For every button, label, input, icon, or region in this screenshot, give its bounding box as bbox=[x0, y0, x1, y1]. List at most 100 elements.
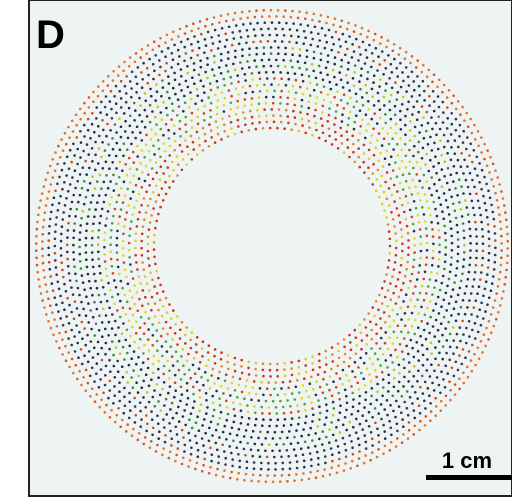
dot bbox=[62, 211, 65, 214]
dot bbox=[360, 372, 363, 375]
dot bbox=[370, 395, 373, 398]
dot bbox=[131, 434, 134, 437]
dot bbox=[168, 457, 171, 460]
dot bbox=[490, 289, 493, 292]
dot bbox=[353, 85, 356, 88]
dot bbox=[499, 304, 502, 307]
dot bbox=[376, 69, 379, 72]
dot bbox=[405, 166, 408, 169]
dot bbox=[86, 143, 89, 146]
dot bbox=[186, 72, 189, 75]
dot bbox=[73, 265, 76, 268]
dot bbox=[97, 236, 100, 239]
dot bbox=[293, 448, 296, 451]
dot bbox=[443, 146, 446, 149]
dot bbox=[346, 138, 349, 141]
dot bbox=[174, 381, 177, 384]
dot bbox=[375, 333, 378, 336]
dot bbox=[115, 131, 118, 134]
dot bbox=[398, 53, 401, 56]
dot bbox=[234, 69, 237, 72]
dot bbox=[389, 109, 392, 112]
dot bbox=[213, 55, 216, 58]
dot bbox=[257, 480, 260, 483]
dot bbox=[91, 388, 94, 391]
dot bbox=[449, 399, 452, 402]
dot bbox=[354, 329, 357, 332]
dot bbox=[69, 279, 72, 282]
dot bbox=[142, 62, 145, 65]
dot bbox=[481, 228, 484, 231]
dot bbox=[262, 418, 265, 421]
dot bbox=[111, 327, 114, 330]
dot bbox=[54, 238, 57, 241]
dot bbox=[398, 372, 401, 375]
dot bbox=[364, 62, 367, 65]
dot bbox=[174, 332, 177, 335]
dot bbox=[487, 266, 490, 269]
dot bbox=[104, 149, 107, 152]
dot bbox=[253, 467, 256, 470]
dot bbox=[279, 480, 282, 483]
dot bbox=[142, 361, 145, 364]
dot bbox=[469, 242, 472, 245]
dot bbox=[470, 313, 473, 316]
dot bbox=[200, 33, 203, 36]
dot bbox=[397, 390, 400, 393]
dot bbox=[43, 185, 46, 188]
dot bbox=[227, 135, 230, 138]
dot bbox=[474, 322, 477, 325]
dot bbox=[366, 334, 369, 337]
dot bbox=[346, 102, 349, 105]
dot bbox=[129, 181, 132, 184]
dot bbox=[477, 130, 480, 133]
dot bbox=[116, 414, 119, 417]
dot bbox=[379, 364, 382, 367]
dot bbox=[359, 109, 362, 112]
dot bbox=[202, 340, 205, 343]
dot bbox=[390, 118, 393, 121]
dot bbox=[435, 279, 438, 282]
dot bbox=[227, 387, 230, 390]
dot bbox=[449, 333, 452, 336]
dot bbox=[159, 299, 162, 302]
dot bbox=[396, 75, 399, 78]
dot bbox=[60, 138, 63, 141]
dot bbox=[93, 380, 96, 383]
dot bbox=[345, 449, 348, 452]
dot bbox=[154, 302, 157, 305]
dot bbox=[41, 192, 44, 195]
dot bbox=[405, 66, 408, 69]
dot bbox=[433, 100, 436, 103]
dot bbox=[205, 44, 208, 47]
dot bbox=[388, 382, 391, 385]
dot bbox=[429, 402, 432, 405]
dot bbox=[293, 479, 296, 482]
dot bbox=[400, 411, 403, 414]
dot bbox=[140, 368, 143, 371]
dot bbox=[467, 213, 470, 216]
dot bbox=[336, 104, 339, 107]
dot bbox=[261, 443, 264, 446]
dot bbox=[438, 179, 441, 182]
dot bbox=[437, 329, 440, 332]
dot bbox=[194, 103, 197, 106]
dot bbox=[437, 95, 440, 98]
dot bbox=[66, 297, 69, 300]
dot bbox=[190, 119, 193, 122]
dot bbox=[350, 349, 353, 352]
dot bbox=[421, 285, 424, 288]
dot bbox=[310, 31, 313, 34]
dot bbox=[217, 377, 220, 380]
dot bbox=[251, 116, 254, 119]
dot bbox=[124, 163, 127, 166]
dot bbox=[351, 56, 354, 59]
dot bbox=[451, 242, 454, 245]
dot bbox=[475, 250, 478, 253]
dot bbox=[408, 187, 411, 190]
dot bbox=[413, 145, 416, 148]
dot bbox=[54, 230, 57, 233]
dot bbox=[344, 353, 347, 356]
dot bbox=[106, 275, 109, 278]
dot bbox=[104, 353, 107, 356]
